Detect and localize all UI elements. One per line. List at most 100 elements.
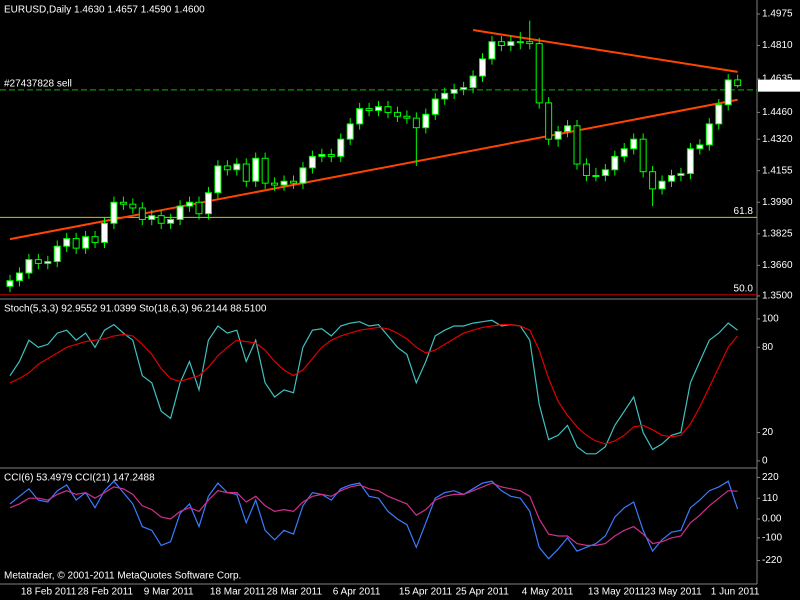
candle-body [460, 87, 468, 90]
trendline [472, 29, 738, 73]
y-tick-label: 0.00 [762, 514, 782, 525]
candle-body [261, 157, 269, 184]
x-tick-label: 15 Apr 2011 [399, 587, 453, 598]
candle-body [705, 123, 713, 146]
candle-body [393, 111, 401, 117]
candle-body [195, 201, 203, 215]
candle-body [129, 203, 137, 209]
candle-body [119, 201, 127, 205]
indicator-line [9, 482, 738, 546]
candle-body [167, 218, 175, 224]
y-tick-label: 1.3990 [762, 197, 793, 208]
y-tick-label: 1.4975 [762, 9, 793, 20]
candle-body [545, 102, 553, 140]
candle-body [337, 138, 345, 157]
candle-body [356, 108, 364, 125]
candle-body [271, 182, 279, 186]
candle-body [308, 155, 316, 169]
candle-body [582, 163, 590, 177]
candle-body [630, 138, 638, 150]
candle-body [365, 108, 373, 111]
candle-body [327, 153, 335, 157]
candle-body [724, 79, 732, 106]
candle-body [176, 205, 184, 220]
candle-body [375, 106, 383, 111]
candle-body [450, 88, 458, 94]
candle-body [299, 167, 307, 184]
candle-body [649, 171, 657, 190]
candle-body [233, 163, 241, 171]
y-tick-label: 1.3825 [762, 228, 793, 239]
candle-body [252, 157, 260, 182]
candle-body [101, 222, 108, 243]
level-label: 61.8 [734, 206, 754, 217]
y-tick-label: 1.4320 [762, 134, 793, 145]
candle-body [677, 173, 685, 177]
candle-body [592, 175, 600, 177]
price-label-box [758, 79, 800, 92]
candle-body [242, 163, 250, 182]
price-label: 1.4600 [761, 80, 792, 91]
x-tick-label: 23 May 2011 [645, 587, 703, 598]
level-label: 50.0 [734, 283, 754, 294]
candle-body [431, 98, 439, 115]
candle-body [573, 125, 581, 165]
candle-body [601, 169, 609, 177]
candle-body [290, 180, 297, 184]
y-tick-label: 20 [762, 427, 774, 438]
candle-body [696, 144, 704, 150]
x-tick-label: 25 Apr 2011 [456, 587, 510, 598]
candle-body [526, 41, 534, 45]
y-tick-label: 220 [762, 472, 779, 483]
candle-body [214, 165, 222, 194]
indicator-line [9, 319, 738, 455]
y-tick-label: -220 [762, 555, 782, 566]
candle-body [535, 43, 543, 104]
candle-body [686, 148, 694, 175]
candle-body [157, 215, 165, 224]
candle-body [280, 180, 288, 186]
y-tick-label: 1.4460 [762, 107, 793, 118]
candle-body [479, 58, 486, 77]
indicator-line [9, 324, 739, 445]
candle-body [346, 123, 354, 140]
x-tick-label: 18 Mar 2011 [210, 587, 266, 598]
y-tick-label: 1.3500 [762, 291, 793, 302]
candle-body [668, 175, 675, 182]
y-tick-label: 100 [762, 314, 779, 325]
y-tick-label: -100 [762, 533, 782, 544]
candle-body [715, 104, 723, 125]
candle-body [658, 180, 666, 190]
candle-body [82, 236, 90, 249]
candle-body [91, 236, 99, 243]
candle-body [110, 201, 118, 224]
candle-body [554, 131, 562, 140]
candle-body [611, 155, 619, 171]
candle-body [403, 115, 411, 119]
y-tick-label: 1.4155 [762, 165, 793, 176]
candle-body [441, 92, 449, 100]
candle-body [72, 238, 80, 249]
candle-body [223, 165, 231, 171]
candle-body [564, 125, 572, 133]
candle-body [44, 261, 52, 264]
panel-title: CCI(6) 53.4979 CCI(21) 147.2488 [4, 473, 155, 484]
panel-title: Stoch(5,3,3) 92.9552 91.0399 Sto(18,6,3)… [4, 304, 267, 315]
y-tick-label: 1.4810 [762, 40, 793, 51]
panel-title: EURUSD,Daily 1.4630 1.4657 1.4590 1.4600 [4, 5, 205, 16]
x-tick-label: 18 Feb 2011 [21, 587, 77, 598]
candle-body [734, 79, 742, 87]
candle-body [25, 259, 33, 274]
candle-body [384, 106, 392, 113]
y-tick-label: 110 [762, 493, 778, 504]
trendline [9, 98, 738, 241]
candle-body [138, 207, 146, 220]
x-tick-label: 6 Apr 2011 [333, 587, 381, 598]
candle-body [318, 153, 326, 157]
candle-body [620, 148, 628, 157]
y-tick-label: 1.3660 [762, 260, 793, 271]
level-label: #27437828 sell [4, 78, 72, 89]
candle-body [6, 280, 14, 287]
